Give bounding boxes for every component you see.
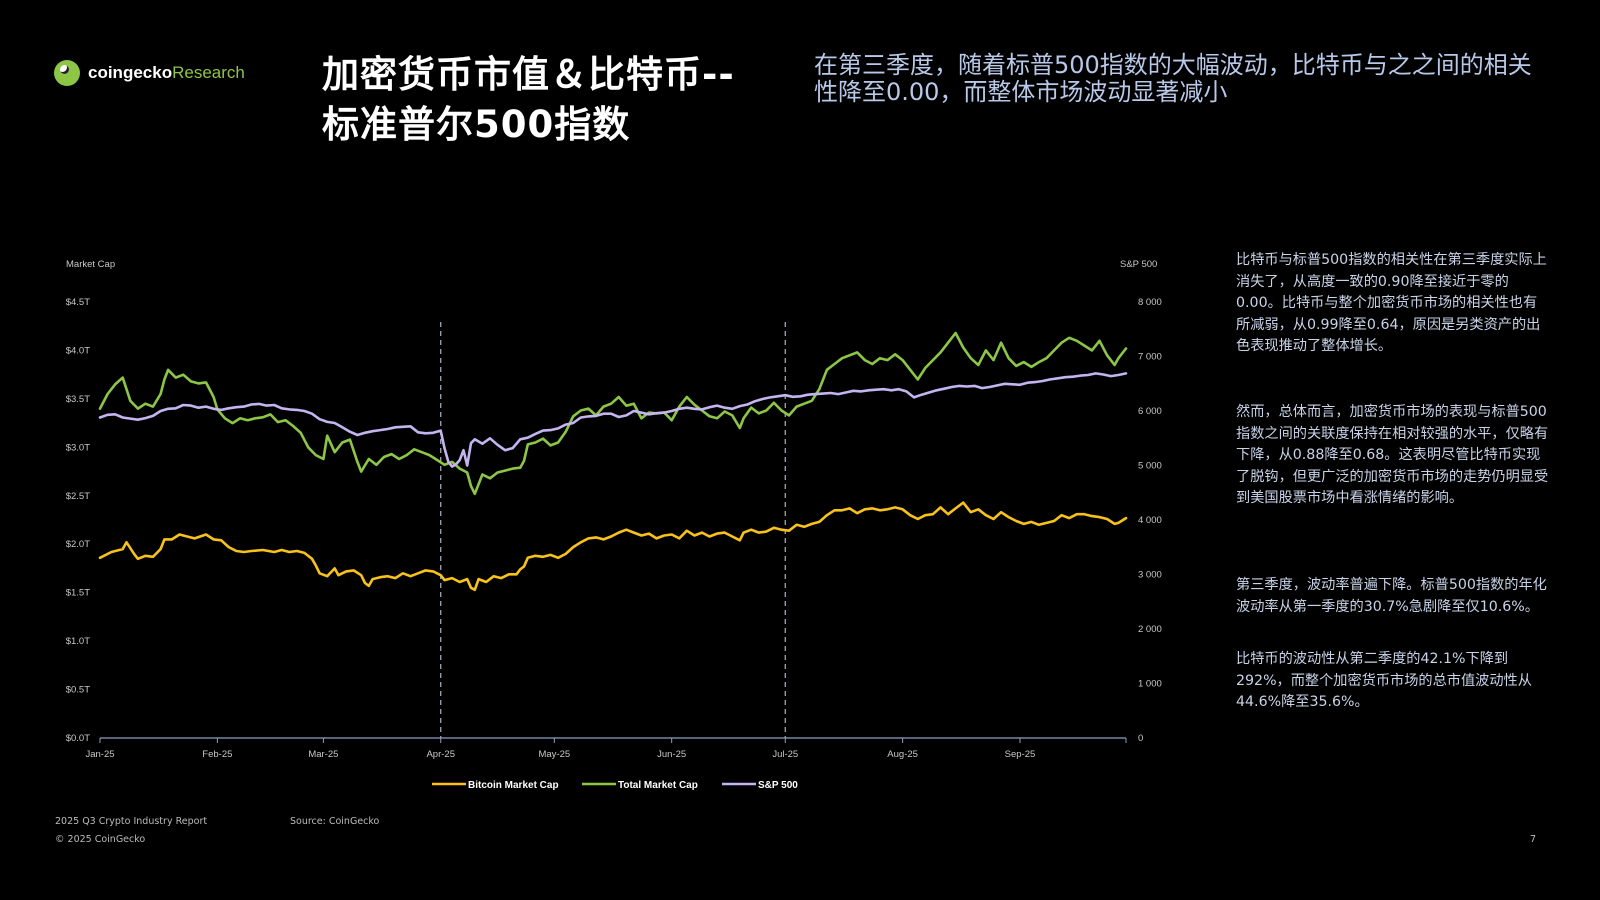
legend-label-s-p-500: S&P 500	[758, 780, 798, 791]
brand-logo: coingeckoResearch	[54, 60, 245, 86]
left-tick-label: $4.5T	[66, 297, 90, 308]
series-line-bitcoin-market-cap	[98, 501, 1128, 592]
right-tick-label: 2 000	[1138, 624, 1162, 635]
page-subtitle: 在第三季度，随着标普500指数的大幅波动，比特币与之之间的相关性降至0.00，而…	[814, 51, 1532, 106]
left-tick-label: $2.0T	[66, 539, 90, 550]
x-tick-label: Jan-25	[85, 749, 114, 760]
series-line-s-p-500	[98, 372, 1128, 468]
commentary-paragraph-3: 第三季度，波动率普遍下降。标普500指数的年化波动率从第一季度的30.7%急剧降…	[1236, 577, 1547, 615]
x-tick-label: Jul-25	[772, 749, 798, 760]
gecko-icon	[54, 60, 80, 86]
x-tick-label: Apr-25	[426, 749, 455, 760]
x-tick-label: Mar-25	[308, 749, 338, 760]
left-axis-title: Market Cap	[66, 259, 115, 270]
right-tick-label: 6 000	[1138, 406, 1162, 417]
right-tick-label: 0	[1138, 733, 1143, 744]
x-tick-label: May-25	[538, 749, 570, 760]
footer-source: Source: CoinGecko	[290, 816, 380, 827]
footer-report: 2025 Q3 Crypto Industry Report	[55, 816, 208, 827]
right-tick-label: 4 000	[1138, 515, 1162, 526]
x-tick-label: Feb-25	[202, 749, 232, 760]
x-tick-label: Aug-25	[887, 749, 918, 760]
right-tick-label: 3 000	[1138, 570, 1162, 581]
brand-name: coingeckoResearch	[88, 63, 245, 82]
right-tick-label: 5 000	[1138, 461, 1162, 472]
left-tick-label: $4.0T	[66, 345, 90, 356]
page-title: 加密货币市值＆比特币-- 标准普尔500指数	[322, 50, 762, 150]
footer-copyright: © 2025 CoinGecko	[55, 834, 146, 845]
commentary-paragraph-4: 比特币的波动性从第二季度的42.1%下降到292%，而整个加密货币市场的总市值波…	[1236, 651, 1532, 710]
title-line-2: 标准普尔500指数	[322, 103, 631, 146]
right-tick-label: 1 000	[1138, 679, 1162, 690]
left-tick-label: $3.0T	[66, 442, 90, 453]
left-tick-label: $3.5T	[66, 394, 90, 405]
right-axis-title: S&P 500	[1120, 259, 1157, 270]
title-line-1: 加密货币市值＆比特币--	[322, 53, 735, 96]
commentary-paragraph-2: 然而，总体而言，加密货币市场的表现与标普500指数之间的关联度保持在相对较强的水…	[1236, 404, 1549, 506]
page-number: 7	[1530, 834, 1537, 845]
right-tick-label: 8 000	[1138, 297, 1162, 308]
commentary-paragraph-1: 比特币与标普500指数的相关性在第三季度实际上消失了，从高度一致的0.90降至接…	[1236, 252, 1547, 354]
left-tick-label: $2.5T	[66, 491, 90, 502]
left-tick-label: $1.5T	[66, 588, 90, 599]
x-tick-label: Jun-25	[657, 749, 686, 760]
left-tick-label: $1.0T	[66, 636, 90, 647]
legend-label-bitcoin-market-cap: Bitcoin Market Cap	[468, 780, 559, 791]
left-tick-label: $0.0T	[66, 733, 90, 744]
left-tick-label: $0.5T	[66, 685, 90, 696]
legend-label-total-market-cap: Total Market Cap	[618, 780, 698, 791]
x-tick-label: Sep-25	[1005, 749, 1036, 760]
right-tick-label: 7 000	[1138, 352, 1162, 363]
